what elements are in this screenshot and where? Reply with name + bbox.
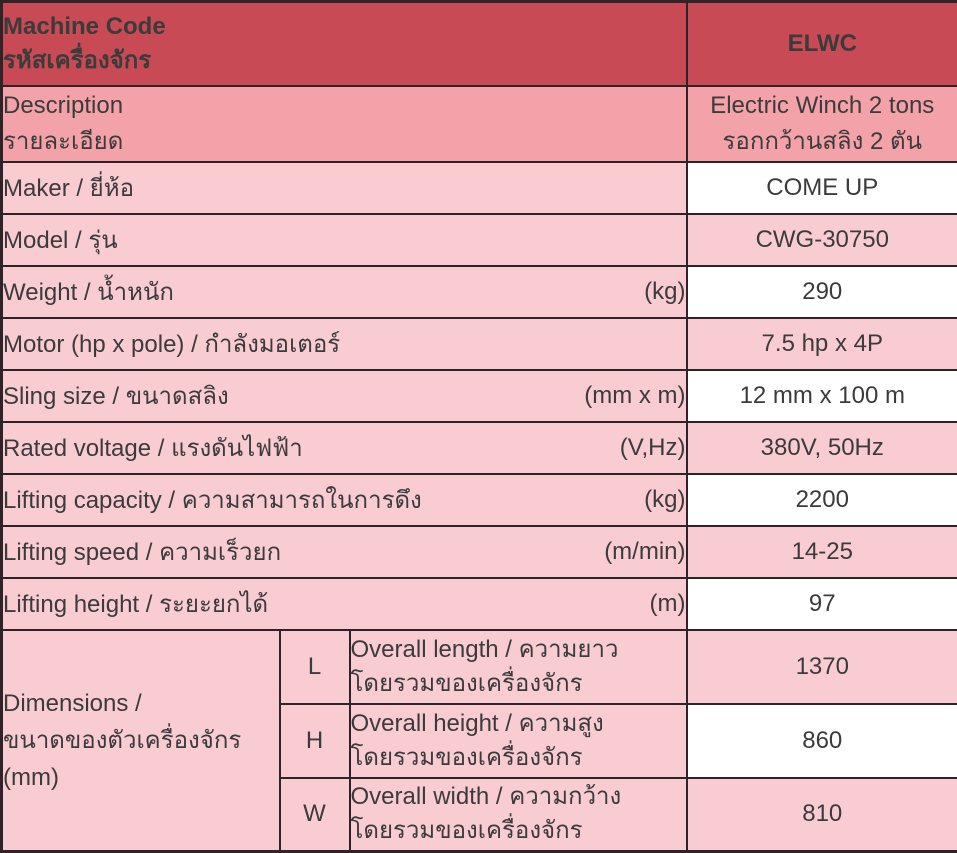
dimensions-label-line1: Dimensions / xyxy=(3,685,279,722)
maker-value: COME UP xyxy=(766,174,878,201)
model-label: Model / รุ่น xyxy=(3,220,118,259)
motor-value-cell: 7.5 hp x 4P xyxy=(687,318,957,370)
dimension-height-desc-line2: โดยรวมของเครื่องจักร xyxy=(351,741,686,775)
dimension-width-desc-line2: โดยรวมของเครื่องจักร xyxy=(351,814,686,848)
row-dimension-length: Dimensions / ขนาดของตัวเครื่องจักร (mm) … xyxy=(2,630,957,704)
dimension-length-desc-cell: Overall length / ความยาว โดยรวมของเครื่อ… xyxy=(350,630,687,704)
machine-code-value: ELWC xyxy=(788,30,857,57)
weight-unit: (kg) xyxy=(644,278,685,306)
machine-code-header-cell: Machine Code รหัสเครื่องจักร xyxy=(2,2,687,86)
motor-value: 7.5 hp x 4P xyxy=(762,330,883,357)
description-label-cell: Description รายละเอียด xyxy=(2,86,687,162)
rated-voltage-unit: (V,Hz) xyxy=(620,434,686,462)
rated-voltage-value-cell: 380V, 50Hz xyxy=(687,422,957,474)
lifting-capacity-value-cell: 2200 xyxy=(687,474,957,526)
model-value-cell: CWG-30750 xyxy=(687,214,957,266)
row-model: Model / รุ่น CWG-30750 xyxy=(2,214,957,266)
lifting-speed-value: 14-25 xyxy=(792,538,853,565)
dimension-length-desc-line2: โดยรวมของเครื่องจักร xyxy=(351,667,686,701)
dimensions-label-line3: (mm) xyxy=(3,759,279,796)
dimension-letter-w: W xyxy=(303,800,326,827)
lifting-height-unit: (m) xyxy=(650,590,686,618)
row-lifting-height: Lifting height / ระยะยกได้ (m) 97 xyxy=(2,578,957,630)
lifting-capacity-label: Lifting capacity / ความสามารถในการดึง xyxy=(3,480,422,519)
row-sling-size: Sling size / ขนาดสลิง (mm x m) 12 mm x 1… xyxy=(2,370,957,422)
row-lifting-speed: Lifting speed / ความเร็วยก (m/min) 14-25 xyxy=(2,526,957,578)
machine-code-value-cell: ELWC xyxy=(687,2,957,86)
dimension-letter-l-cell: L xyxy=(280,630,350,704)
description-value-th: รอกกว้านสลิง 2 ตัน xyxy=(688,124,957,160)
lifting-height-value-cell: 97 xyxy=(687,578,957,630)
sling-size-label-cell: Sling size / ขนาดสลิง (mm x m) xyxy=(2,370,687,422)
sling-size-unit: (mm x m) xyxy=(584,382,685,410)
row-motor: Motor (hp x pole) / กำลังมอเตอร์ 7.5 hp … xyxy=(2,318,957,370)
dimension-length-value-cell: 1370 xyxy=(687,630,957,704)
lifting-speed-unit: (m/min) xyxy=(604,538,685,566)
dimension-letter-l: L xyxy=(308,653,321,680)
dimension-height-value-cell: 860 xyxy=(687,704,957,778)
maker-value-cell: COME UP xyxy=(687,162,957,214)
lifting-capacity-value: 2200 xyxy=(796,486,849,513)
dimension-height-desc-cell: Overall height / ความสูง โดยรวมของเครื่อ… xyxy=(350,704,687,778)
rated-voltage-label-cell: Rated voltage / แรงดันไฟฟ้า (V,Hz) xyxy=(2,422,687,474)
dimension-width-value: 810 xyxy=(802,800,842,827)
description-value-en: Electric Winch 2 tons xyxy=(688,88,957,124)
description-label-en: Description xyxy=(3,88,686,124)
dimension-width-value-cell: 810 xyxy=(687,778,957,852)
weight-label-cell: Weight / น้ำหนัก (kg) xyxy=(2,266,687,318)
dimensions-label-cell: Dimensions / ขนาดของตัวเครื่องจักร (mm) xyxy=(2,630,280,852)
dimension-width-desc-line1: Overall width / ความกว้าง xyxy=(351,780,686,814)
lifting-height-value: 97 xyxy=(809,590,836,617)
dimension-height-value: 860 xyxy=(802,727,842,754)
rated-voltage-value: 380V, 50Hz xyxy=(761,434,884,461)
lifting-capacity-unit: (kg) xyxy=(644,486,685,514)
maker-label: Maker / ยี่ห้อ xyxy=(3,168,134,207)
model-label-cell: Model / รุ่น xyxy=(2,214,687,266)
description-label-th: รายละเอียด xyxy=(3,124,686,160)
machine-code-label-en: Machine Code xyxy=(3,10,686,44)
weight-value-cell: 290 xyxy=(687,266,957,318)
motor-label-cell: Motor (hp x pole) / กำลังมอเตอร์ xyxy=(2,318,687,370)
rated-voltage-label: Rated voltage / แรงดันไฟฟ้า xyxy=(3,428,303,467)
lifting-speed-label: Lifting speed / ความเร็วยก xyxy=(3,532,281,571)
weight-value: 290 xyxy=(802,278,842,305)
dimension-width-desc-cell: Overall width / ความกว้าง โดยรวมของเครื่… xyxy=(350,778,687,852)
row-rated-voltage: Rated voltage / แรงดันไฟฟ้า (V,Hz) 380V,… xyxy=(2,422,957,474)
lifting-height-label: Lifting height / ระยะยกได้ xyxy=(3,584,268,623)
row-weight: Weight / น้ำหนัก (kg) 290 xyxy=(2,266,957,318)
dimension-letter-w-cell: W xyxy=(280,778,350,852)
dimension-height-desc-line1: Overall height / ความสูง xyxy=(351,707,686,741)
dimension-letter-h-cell: H xyxy=(280,704,350,778)
model-value: CWG-30750 xyxy=(756,226,889,253)
motor-label: Motor (hp x pole) / กำลังมอเตอร์ xyxy=(3,324,340,363)
lifting-capacity-label-cell: Lifting capacity / ความสามารถในการดึง (k… xyxy=(2,474,687,526)
weight-label: Weight / น้ำหนัก xyxy=(3,272,174,311)
dimension-length-value: 1370 xyxy=(796,653,849,680)
lifting-speed-value-cell: 14-25 xyxy=(687,526,957,578)
sling-size-label: Sling size / ขนาดสลิง xyxy=(3,376,229,415)
maker-label-cell: Maker / ยี่ห้อ xyxy=(2,162,687,214)
machine-code-label-th: รหัสเครื่องจักร xyxy=(3,44,686,78)
header-row: Machine Code รหัสเครื่องจักร ELWC xyxy=(2,2,957,86)
dimension-letter-h: H xyxy=(306,727,323,754)
row-maker: Maker / ยี่ห้อ COME UP xyxy=(2,162,957,214)
dimensions-label-line2: ขนาดของตัวเครื่องจักร xyxy=(3,722,279,759)
description-value-cell: Electric Winch 2 tons รอกกว้านสลิง 2 ตัน xyxy=(687,86,957,162)
lifting-speed-label-cell: Lifting speed / ความเร็วยก (m/min) xyxy=(2,526,687,578)
sling-size-value-cell: 12 mm x 100 m xyxy=(687,370,957,422)
lifting-height-label-cell: Lifting height / ระยะยกได้ (m) xyxy=(2,578,687,630)
sling-size-value: 12 mm x 100 m xyxy=(740,382,905,409)
description-row: Description รายละเอียด Electric Winch 2 … xyxy=(2,86,957,162)
dimension-length-desc-line1: Overall length / ความยาว xyxy=(351,633,686,667)
row-lifting-capacity: Lifting capacity / ความสามารถในการดึง (k… xyxy=(2,474,957,526)
